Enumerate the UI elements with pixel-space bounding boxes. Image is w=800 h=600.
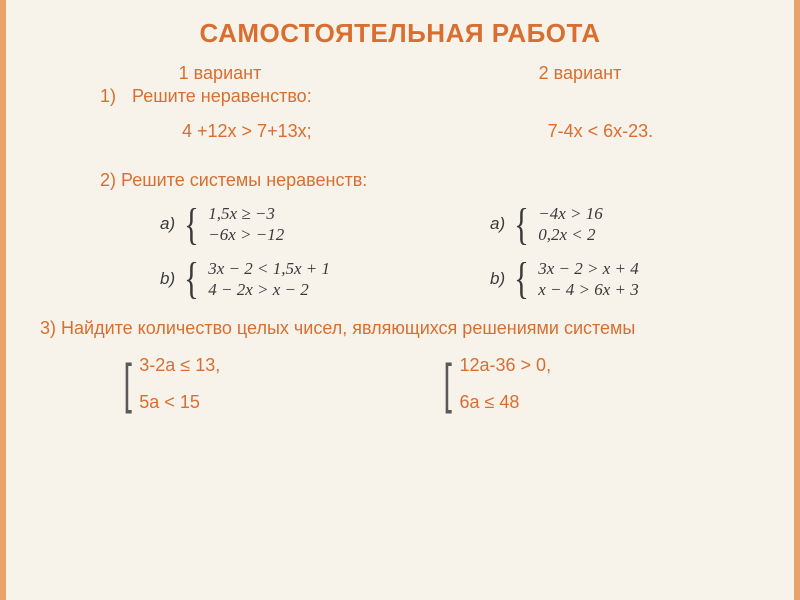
systems-col-2: a) { −4x > 16 0,2x < 2 b) { 3x − 2 > x +…: [490, 203, 639, 300]
task3-system-1: [ 3-2а ≤ 13, 5а < 15: [120, 355, 220, 413]
sys-line: −6x > −12: [208, 224, 284, 245]
sys-line: 1,5x ≥ −3: [208, 203, 284, 224]
sys-line: −4x > 16: [538, 203, 603, 224]
brace-icon: {: [184, 261, 199, 296]
slide: САМОСТОЯТЕЛЬНАЯ РАБОТА 1 вариант 2 вариа…: [0, 0, 800, 600]
system-1a: a) { 1,5x ≥ −3 −6x > −12: [160, 203, 330, 246]
task3-label: 3) Найдите количество целых чисел, являю…: [40, 318, 760, 339]
task3-system-2: [ 12а-36 > 0, 6а ≤ 48: [440, 355, 551, 413]
page-title: САМОСТОЯТЕЛЬНАЯ РАБОТА: [40, 18, 760, 49]
brace-icon: {: [514, 207, 529, 242]
sys-lines: −4x > 16 0,2x < 2: [538, 203, 603, 246]
system-1b: b) { 3x − 2 < 1,5x + 1 4 − 2x > x − 2: [160, 258, 330, 301]
sys3-line: 5а < 15: [139, 392, 220, 413]
variants-row: 1 вариант 2 вариант: [40, 63, 760, 84]
sys3-lines: 3-2а ≤ 13, 5а < 15: [139, 355, 220, 413]
systems-col-1: a) { 1,5x ≥ −3 −6x > −12 b) { 3x − 2 < 1…: [160, 203, 330, 300]
ineq-variant2: 7-4х < 6х-23.: [548, 121, 654, 142]
sys3-lines: 12а-36 > 0, 6а ≤ 48: [460, 355, 552, 413]
sys-line: 0,2x < 2: [538, 224, 603, 245]
systems-container: a) { 1,5x ≥ −3 −6x > −12 b) { 3x − 2 < 1…: [160, 203, 760, 300]
sys3-line: 12а-36 > 0,: [460, 355, 552, 376]
sys-line: x − 4 > 6x + 3: [538, 279, 639, 300]
sys-line: 4 − 2x > x − 2: [208, 279, 330, 300]
sys-letter: b): [160, 269, 175, 289]
variant-1: 1 вариант: [179, 63, 262, 84]
task1-text: Решите неравенство:: [132, 86, 312, 106]
sys-letter: b): [490, 269, 505, 289]
sys-lines: 3x − 2 < 1,5x + 1 4 − 2x > x − 2: [208, 258, 330, 301]
system-2b: b) { 3x − 2 > x + 4 x − 4 > 6x + 3: [490, 258, 639, 301]
task2-label: 2) Решите системы неравенств:: [100, 170, 760, 191]
sys-line: 3x − 2 < 1,5x + 1: [208, 258, 330, 279]
brace-icon: {: [514, 261, 529, 296]
sys3-line: 6а ≤ 48: [460, 392, 552, 413]
ineq-variant1: 4 +12х > 7+13х;: [182, 121, 312, 142]
sys-lines: 1,5x ≥ −3 −6x > −12: [208, 203, 284, 246]
brace-icon: [: [123, 363, 131, 404]
brace-icon: [: [444, 363, 452, 404]
task1-label: 1) Решите неравенство:: [100, 86, 760, 107]
variant-2: 2 вариант: [539, 63, 622, 84]
system-2a: a) { −4x > 16 0,2x < 2: [490, 203, 639, 246]
task1-number: 1): [100, 86, 116, 106]
sys-letter: a): [490, 214, 505, 234]
sys-letter: a): [160, 214, 175, 234]
task3-systems: [ 3-2а ≤ 13, 5а < 15 [ 12а-36 > 0, 6а ≤ …: [120, 355, 760, 413]
sys3-line: 3-2а ≤ 13,: [139, 355, 220, 376]
brace-icon: {: [184, 207, 199, 242]
task1-inequalities: 4 +12х > 7+13х; 7-4х < 6х-23.: [40, 121, 760, 142]
sys-lines: 3x − 2 > x + 4 x − 4 > 6x + 3: [538, 258, 639, 301]
sys-line: 3x − 2 > x + 4: [538, 258, 639, 279]
